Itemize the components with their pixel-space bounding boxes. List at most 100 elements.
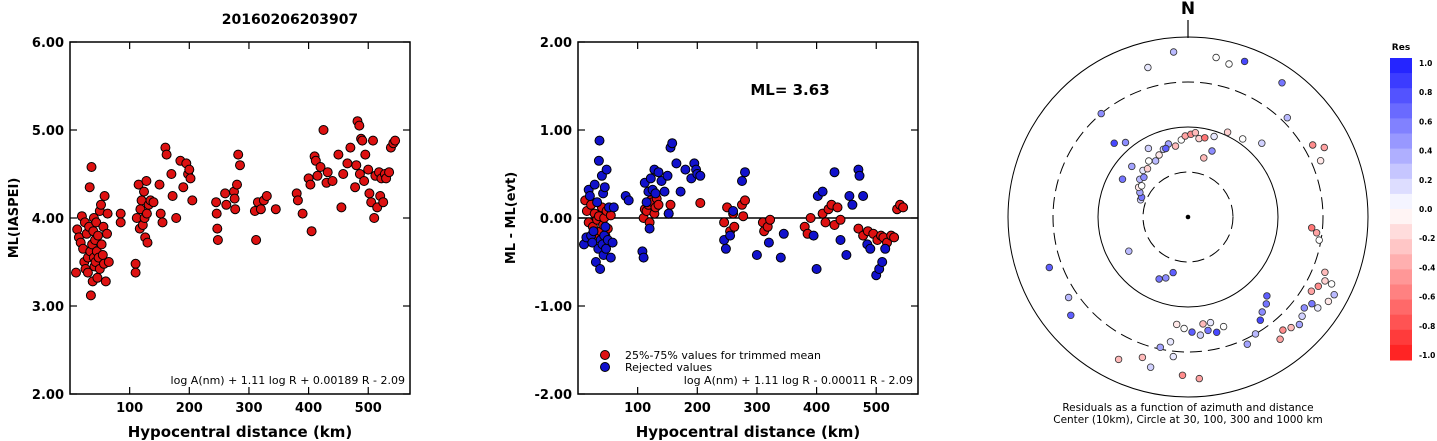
station-residual-point [1114, 355, 1123, 364]
right-point-blue [601, 164, 612, 175]
left-y-tick-label: 3.00 [32, 300, 64, 315]
colorbar-swatch [1390, 269, 1412, 285]
polar-caption-line-2: Center (10km), Circle at 30, 100, 300 an… [1053, 414, 1323, 426]
station-residual-point [1258, 308, 1266, 316]
right-point-blue [584, 191, 595, 201]
station-residual-point [1316, 156, 1325, 165]
left-point-red [212, 235, 223, 245]
right-point-blue [663, 208, 674, 219]
right-point-blue [641, 197, 652, 208]
left-point-red [82, 267, 93, 278]
colorbar-label: -0.6 [1419, 293, 1435, 302]
left-point-red [85, 290, 96, 301]
left-point-red [211, 197, 222, 208]
station-residual-point [1308, 141, 1317, 149]
colorbar-label: 0.4 [1419, 147, 1432, 156]
left-x-axis: 100 200 300 400 500 [116, 42, 382, 416]
left-y-tick-label: 5.00 [32, 124, 64, 139]
colorbar-swatch [1390, 239, 1412, 255]
right-point-blue [877, 257, 888, 267]
left-point-red [357, 135, 368, 146]
colorbar-swatch [1390, 299, 1412, 316]
station-residual-point [1308, 300, 1316, 308]
right-point-blue [592, 197, 603, 208]
station-residual-point [1144, 63, 1152, 72]
colorbar-swatch [1390, 178, 1412, 195]
station-residual-point [1238, 135, 1247, 143]
station-residual-point [1204, 326, 1212, 335]
left-point-red [102, 228, 112, 239]
right-x-tick-label: 500 [863, 401, 890, 416]
colorbar-swatch [1390, 209, 1412, 225]
right-point-blue [605, 252, 616, 263]
left-point-red [185, 173, 196, 184]
colorbar-swatch [1390, 118, 1412, 134]
left-x-tick-label: 200 [176, 401, 203, 416]
station-residual-point [1314, 282, 1322, 290]
right-point-blue [778, 228, 789, 239]
right-point-blue [594, 135, 605, 146]
right-x-tick-label: 200 [684, 401, 711, 416]
left-point-red [141, 176, 152, 186]
right-point-red [805, 213, 816, 223]
station-residual-point [1155, 275, 1163, 283]
station-residual-point [1110, 139, 1118, 147]
station-residual-point [1300, 304, 1308, 312]
right-point-red [835, 214, 846, 225]
right-point-blue [600, 221, 611, 232]
left-x-tick-label: 500 [355, 401, 382, 416]
colorbar-swatches [1390, 58, 1412, 361]
left-point-red [71, 267, 81, 278]
left-point-red [384, 167, 395, 178]
station-residual-point [1196, 331, 1205, 339]
station-residual-point [1178, 371, 1187, 379]
right-point-blue [680, 164, 691, 175]
legend-blue-marker [600, 362, 610, 372]
colorbar-label: -0.4 [1419, 263, 1435, 272]
left-point-red [167, 191, 178, 201]
right-point-blue [865, 243, 876, 254]
station-residual-point [1295, 320, 1304, 329]
left-point-red [92, 272, 103, 283]
left-point-red [368, 135, 378, 146]
station-residual-point [1162, 274, 1170, 282]
station-residual-point [1144, 144, 1153, 153]
left-point-red [336, 202, 347, 213]
colorbar-swatch [1390, 163, 1412, 180]
station-residual-point [1172, 320, 1181, 329]
station-residual-point [1191, 128, 1200, 137]
colorbar-label: -0.2 [1419, 234, 1435, 243]
colorbar-label: 0.6 [1419, 117, 1432, 126]
right-point-red [820, 217, 831, 228]
station-residual-point [1146, 363, 1155, 371]
station-residual-point [1156, 343, 1164, 351]
left-point-red [139, 186, 149, 197]
left-point-red [130, 267, 141, 278]
right-y-axis: -2.00 -1.00 0.00 1.00 2.00 [535, 36, 918, 403]
station-residual-point [1312, 229, 1321, 237]
station-residual-point [1212, 53, 1220, 62]
left-point-red [351, 160, 362, 171]
station-residual-point [1262, 300, 1270, 308]
left-point-red [360, 149, 371, 160]
colorbar-swatch [1390, 58, 1412, 74]
left-point-red [306, 226, 317, 237]
right-chart-panel: -2.00 -1.00 0.00 1.00 2.00 100 200 300 400 500 M… [504, 36, 919, 441]
station-residual-point [1151, 157, 1160, 165]
right-y-tick-label: 2.00 [540, 36, 572, 51]
right-point-red [889, 232, 900, 243]
station-residual-point [1223, 128, 1232, 136]
left-point-red [86, 162, 97, 172]
left-point-red [161, 149, 172, 160]
station-residual-point [1118, 175, 1127, 183]
left-point-red [212, 223, 223, 234]
left-point-red [115, 208, 126, 219]
left-x-tick-label: 100 [116, 401, 143, 416]
figure-title: 20160206203907 [222, 12, 358, 28]
residual-colorbar: Res 1.0 0.8 0.6 0.4 0.2 0.0 -0.2 -0.4 -0.6 -0.8 -1… [1390, 43, 1435, 361]
legend-red-label: 25%-75% values for trimmed mean [625, 349, 821, 362]
left-point-red [115, 217, 126, 228]
left-x-tick-label: 300 [235, 401, 262, 416]
station-residual-point [1137, 182, 1146, 190]
colorbar-swatch [1390, 148, 1412, 165]
